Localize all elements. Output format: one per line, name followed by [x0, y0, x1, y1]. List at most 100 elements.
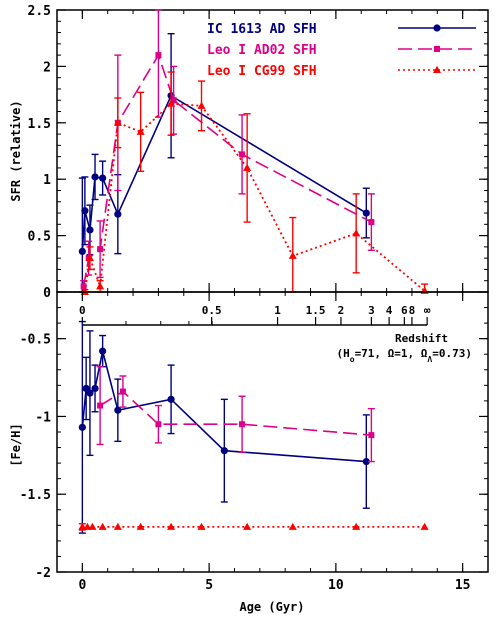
series-line [81, 94, 367, 252]
data-point [97, 402, 104, 409]
series-0 [78, 320, 370, 534]
redshift-tick-label: 0 [79, 304, 86, 317]
redshift-title: Redshift [395, 332, 448, 345]
data-point [420, 522, 429, 530]
data-point [113, 118, 122, 126]
data-point [88, 522, 97, 530]
data-point [136, 522, 145, 530]
redshift-tick-label: 6 [401, 304, 408, 317]
bottom-xtick-label: 15 [455, 578, 471, 593]
top-ylabel: SFR (relative) [9, 100, 23, 201]
data-point [420, 286, 429, 294]
data-point [98, 522, 107, 530]
data-point [83, 522, 92, 530]
top-panel: 0 0.5 1 1.5 2 2.5 SFR (relative) [9, 4, 489, 301]
top-ytick-label: 2.5 [28, 4, 51, 19]
redshift-axis: 0 0.5 1 1.5 2 3 4 6 8 ∞ Redshift (Ho=71, Ω=1, ΩΛ=0.… [79, 304, 472, 364]
top-panel-ticks: 0 0.5 1 1.5 2 2.5 [28, 4, 489, 301]
data-point [85, 253, 94, 262]
redshift-params-part: =71, Ω=1, Ω [355, 347, 428, 360]
redshift-params-part: (H [336, 347, 349, 360]
bottom-ytick-label: -2 [35, 566, 51, 581]
redshift-tick-label: 8 [409, 304, 416, 317]
data-point [78, 423, 86, 431]
bottom-ytick-label: -1 [35, 410, 51, 425]
data-point [167, 395, 175, 403]
data-point [239, 151, 246, 158]
data-point [86, 389, 94, 397]
series-2 [80, 71, 429, 295]
data-point [155, 52, 162, 59]
redshift-tick-label: 3 [368, 304, 375, 317]
top-ytick-label: 0.5 [28, 230, 51, 245]
redshift-tick-label: 1 [274, 304, 281, 317]
data-point [197, 101, 206, 109]
data-point [167, 522, 176, 530]
series-line [83, 102, 426, 293]
series-line [99, 390, 372, 436]
data-point [113, 522, 122, 530]
data-point [368, 432, 375, 439]
legend-label: Leo I AD02 SFH [207, 43, 317, 58]
data-point [368, 219, 375, 226]
top-ytick-label: 1 [43, 173, 51, 188]
data-point [362, 209, 370, 217]
data-point [80, 283, 87, 290]
redshift-params-part: =0.73) [432, 347, 472, 360]
data-point [136, 127, 145, 135]
data-point [170, 97, 177, 104]
bottom-xtick-label: 0 [78, 578, 86, 593]
series-2 [78, 522, 429, 531]
redshift-params-part: o [350, 355, 355, 364]
data-point [91, 384, 99, 393]
bottom-xlabel: Age (Gyr) [239, 600, 304, 614]
data-point [239, 421, 246, 428]
legend-marker [434, 46, 440, 52]
data-point [81, 207, 89, 215]
data-point [96, 282, 105, 290]
bottom-ylabel: [Fe/H] [9, 423, 23, 466]
data-point [243, 522, 252, 530]
bottom-xtick-label: 10 [328, 578, 344, 593]
data-point [288, 251, 297, 259]
bottom-xtick-label: 5 [205, 578, 213, 593]
top-ytick-label: 2 [43, 60, 51, 75]
bottom-panel-ticks: -0.5-1-1.5-20 5 10 15 [20, 291, 489, 593]
data-point [352, 229, 361, 237]
data-point [97, 246, 104, 253]
redshift-tick-label: 2 [338, 304, 345, 317]
redshift-tick-label: 1.5 [306, 304, 326, 317]
legend-label: IC 1613 AD SFH [207, 22, 317, 37]
data-point [78, 247, 86, 255]
data-point [99, 174, 107, 182]
data-point [114, 406, 122, 414]
top-panel-series [78, 9, 429, 295]
data-point [288, 522, 297, 530]
data-point [352, 522, 361, 530]
legend-label: Leo I CG99 SFH [207, 64, 317, 79]
bottom-ytick-label: -1.5 [20, 488, 51, 503]
data-point [119, 388, 126, 395]
top-ytick-label: 0 [43, 286, 51, 301]
data-point [114, 210, 122, 218]
legend-marker [433, 65, 441, 73]
redshift-params-part: Λ [427, 355, 432, 364]
data-point [99, 347, 107, 355]
data-point [167, 99, 176, 107]
data-point [91, 173, 99, 181]
top-ytick-label: 1.5 [28, 117, 51, 132]
series-line [82, 53, 372, 287]
data-point [155, 421, 162, 428]
data-point [78, 522, 87, 530]
legend: IC 1613 AD SFH Leo I AD02 SFH Leo I CG99 S… [207, 22, 476, 79]
series-1 [96, 365, 375, 463]
redshift-tick-label: 4 [386, 304, 393, 317]
data-point [362, 457, 370, 466]
legend-marker [433, 24, 441, 32]
redshift-tick-label: 0.5 [202, 304, 222, 317]
redshift-params: (Ho=71, Ω=1, ΩΛ=0.73) [336, 347, 472, 364]
bottom-panel-series [78, 320, 429, 534]
redshift-tick-label: ∞ [424, 304, 431, 317]
data-point [197, 522, 206, 530]
